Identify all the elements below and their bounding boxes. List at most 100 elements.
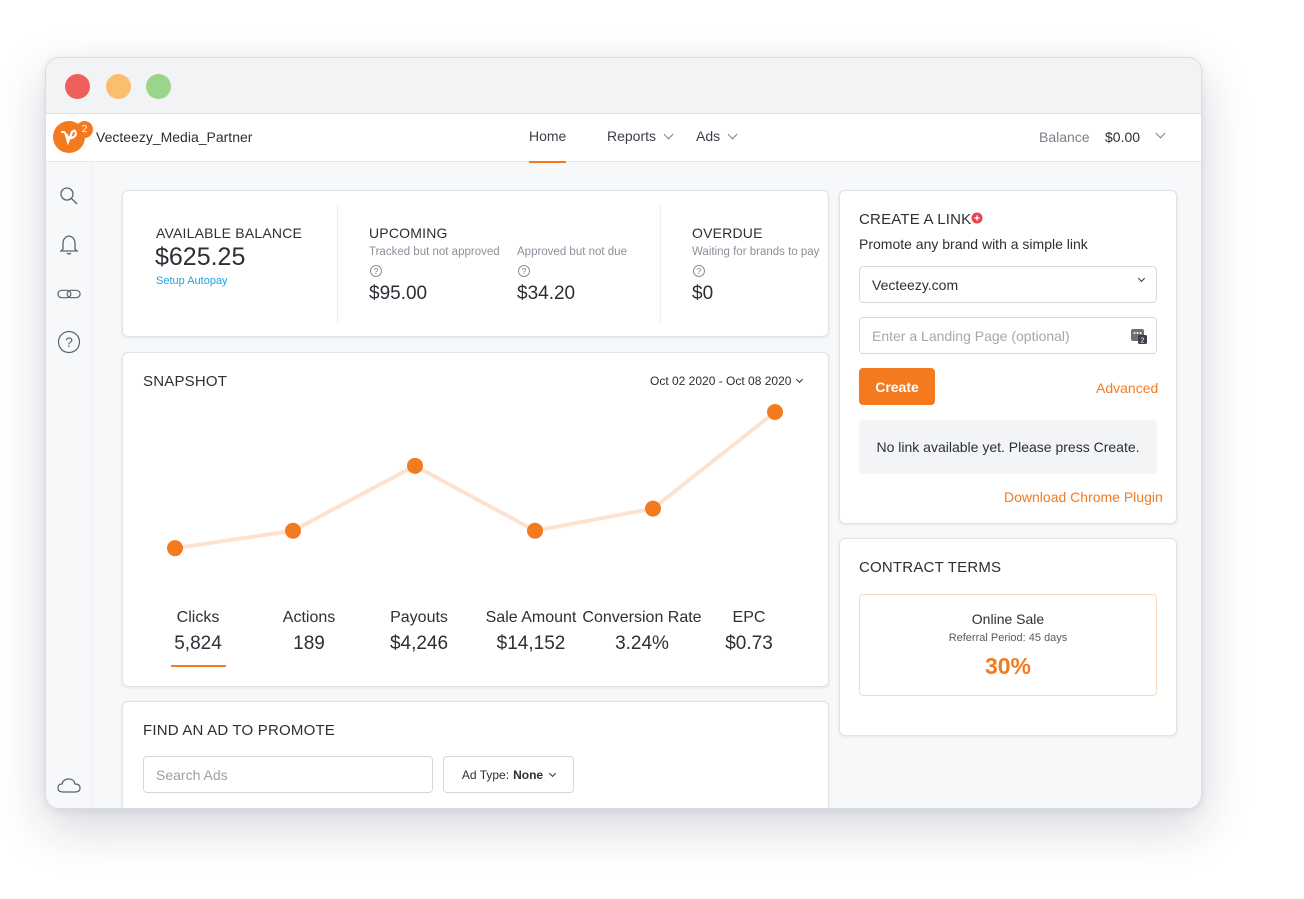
help-icon[interactable]: ? bbox=[693, 265, 705, 277]
nav-home-label: Home bbox=[529, 128, 567, 144]
chart-point-4[interactable] bbox=[527, 522, 543, 539]
approved-value: $34.20 bbox=[517, 283, 576, 304]
balance-card: AVAILABLE BALANCE $625.25 Setup Autopay … bbox=[122, 190, 829, 337]
chart-point-2[interactable] bbox=[285, 522, 301, 539]
chevron-down-icon bbox=[549, 769, 557, 777]
cloud-icon[interactable] bbox=[57, 774, 81, 798]
metric-label: Clicks bbox=[176, 609, 220, 626]
bell-icon[interactable] bbox=[57, 233, 81, 257]
tracked-value: $95.00 bbox=[369, 283, 428, 304]
chart-point-5[interactable] bbox=[645, 500, 661, 517]
help-icon[interactable]: ? bbox=[518, 265, 530, 277]
balance-value[interactable]: $0.00 bbox=[1105, 129, 1141, 145]
ad-type-value: None bbox=[513, 767, 544, 782]
overdue-label: OVERDUE bbox=[692, 225, 763, 241]
sidebar: ? bbox=[46, 162, 93, 808]
svg-text:2: 2 bbox=[1141, 338, 1145, 345]
create-link-subtitle: Promote any brand with a simple link bbox=[859, 236, 1088, 252]
link-icon[interactable] bbox=[57, 282, 81, 306]
overdue-value: $0 bbox=[692, 283, 714, 304]
create-link-title: CREATE A LINK bbox=[859, 211, 972, 228]
date-range-text: Oct 02 2020 - Oct 08 2020 bbox=[650, 374, 792, 388]
chart-point-6[interactable] bbox=[767, 404, 783, 420]
window-titlebar bbox=[46, 58, 1201, 114]
maximize-window-button[interactable] bbox=[146, 74, 171, 99]
metric-actions[interactable]: Actions 189 bbox=[254, 609, 364, 655]
notification-badge: 2 bbox=[76, 121, 93, 138]
ad-type-dropdown[interactable]: Ad Type: None bbox=[443, 756, 574, 793]
metric-value: $4,246 bbox=[389, 633, 449, 654]
referral-period: Referral Period: 45 days bbox=[948, 632, 1068, 644]
contract-term-box: Online Sale Referral Period: 45 days 30% bbox=[859, 594, 1157, 696]
divider bbox=[660, 205, 661, 323]
landing-page-placeholder: Enter a Landing Page (optional) bbox=[872, 328, 1070, 344]
contract-term-title: Online Sale bbox=[971, 611, 1045, 627]
metric-label: Actions bbox=[282, 609, 336, 626]
search-ads-input[interactable]: Search Ads bbox=[143, 756, 433, 793]
divider bbox=[337, 205, 338, 323]
contract-terms-card: CONTRACT TERMS Online Sale Referral Peri… bbox=[839, 538, 1177, 736]
nav-home[interactable]: Home bbox=[529, 128, 567, 163]
date-range-picker[interactable]: Oct 02 2020 - Oct 08 2020 bbox=[650, 374, 804, 388]
commission-percent: 30% bbox=[984, 653, 1032, 679]
brand-select[interactable]: Vecteezy.com bbox=[859, 266, 1157, 303]
balance-label: Balance bbox=[1039, 129, 1090, 145]
landing-page-input[interactable]: Enter a Landing Page (optional) 2 bbox=[859, 317, 1157, 354]
chart-series-line bbox=[174, 410, 777, 551]
snapshot-line-chart bbox=[167, 404, 783, 557]
metric-value: 3.24% bbox=[615, 633, 669, 654]
minimize-window-button[interactable] bbox=[106, 74, 131, 99]
chevron-down-icon bbox=[663, 129, 674, 139]
chevron-down-icon bbox=[796, 375, 804, 384]
brand-select-value: Vecteezy.com bbox=[872, 277, 959, 293]
metric-label: Payouts bbox=[390, 609, 448, 626]
available-balance-value: $625.25 bbox=[155, 243, 246, 271]
snapshot-card: SNAPSHOT Oct 02 2020 - Oct 08 2020 Click… bbox=[122, 352, 829, 687]
advanced-link[interactable]: Advanced bbox=[1096, 380, 1159, 396]
ad-type-label: Ad Type: bbox=[461, 767, 510, 782]
search-icon[interactable] bbox=[57, 184, 81, 208]
overdue-sub: Waiting for brands to pay bbox=[692, 246, 820, 258]
metric-label: EPC bbox=[732, 609, 766, 626]
close-window-button[interactable] bbox=[65, 74, 90, 99]
top-navigation: Vecteezy_Media_Partner Home Reports Ads … bbox=[46, 114, 1201, 163]
help-icon[interactable]: ? bbox=[57, 330, 81, 354]
account-name[interactable]: Vecteezy_Media_Partner bbox=[96, 129, 253, 145]
help-icon[interactable]: ? bbox=[370, 265, 382, 277]
contract-title: CONTRACT TERMS bbox=[859, 559, 1002, 576]
metric-sale-amount[interactable]: Sale Amount $14,152 bbox=[476, 609, 586, 655]
available-balance-label: AVAILABLE BALANCE bbox=[156, 225, 303, 241]
find-ad-card: FIND AN AD TO PROMOTE Search Ads Ad Type… bbox=[122, 701, 829, 808]
upcoming-label: UPCOMING bbox=[369, 225, 448, 241]
sparkle-badge-icon bbox=[971, 212, 983, 224]
chevron-down-icon bbox=[727, 129, 738, 139]
chevron-down-icon[interactable] bbox=[1155, 128, 1166, 139]
nav-ads[interactable]: Ads bbox=[696, 128, 738, 144]
nav-reports-label: Reports bbox=[607, 128, 657, 144]
create-button[interactable]: Create bbox=[859, 368, 935, 405]
metric-value: 5,824 bbox=[174, 633, 222, 654]
metric-label: Sale Amount bbox=[485, 609, 577, 626]
chart-point-3[interactable] bbox=[407, 457, 423, 474]
metric-epc[interactable]: EPC $0.73 bbox=[694, 609, 804, 655]
active-metric-indicator bbox=[171, 665, 226, 667]
metric-value: $0.73 bbox=[725, 633, 773, 654]
empty-link-message: No link available yet. Please press Crea… bbox=[876, 439, 1140, 455]
snapshot-title: SNAPSHOT bbox=[143, 373, 228, 390]
browser-window: Vecteezy_Media_Partner Home Reports Ads … bbox=[45, 57, 1202, 809]
download-chrome-plugin-link[interactable]: Download Chrome Plugin bbox=[1004, 489, 1163, 505]
metric-clicks[interactable]: Clicks 5,824 bbox=[143, 609, 253, 655]
nav-ads-label: Ads bbox=[696, 128, 721, 144]
chart-point-1[interactable] bbox=[167, 540, 183, 557]
setup-autopay-link[interactable]: Setup Autopay bbox=[156, 275, 228, 287]
metric-conversion-rate[interactable]: Conversion Rate 3.24% bbox=[581, 609, 703, 655]
nav-reports[interactable]: Reports bbox=[607, 128, 674, 144]
approved-label: Approved but not due bbox=[517, 246, 627, 258]
tracked-label: Tracked but not approved bbox=[369, 246, 500, 258]
metric-value: $14,152 bbox=[496, 633, 566, 654]
metric-payouts[interactable]: Payouts $4,246 bbox=[364, 609, 474, 655]
link-output-box: No link available yet. Please press Crea… bbox=[859, 420, 1157, 474]
metric-label: Conversion Rate bbox=[582, 609, 702, 626]
password-manager-icon[interactable]: 2 bbox=[1130, 327, 1148, 345]
chevron-down-icon bbox=[1137, 274, 1146, 283]
